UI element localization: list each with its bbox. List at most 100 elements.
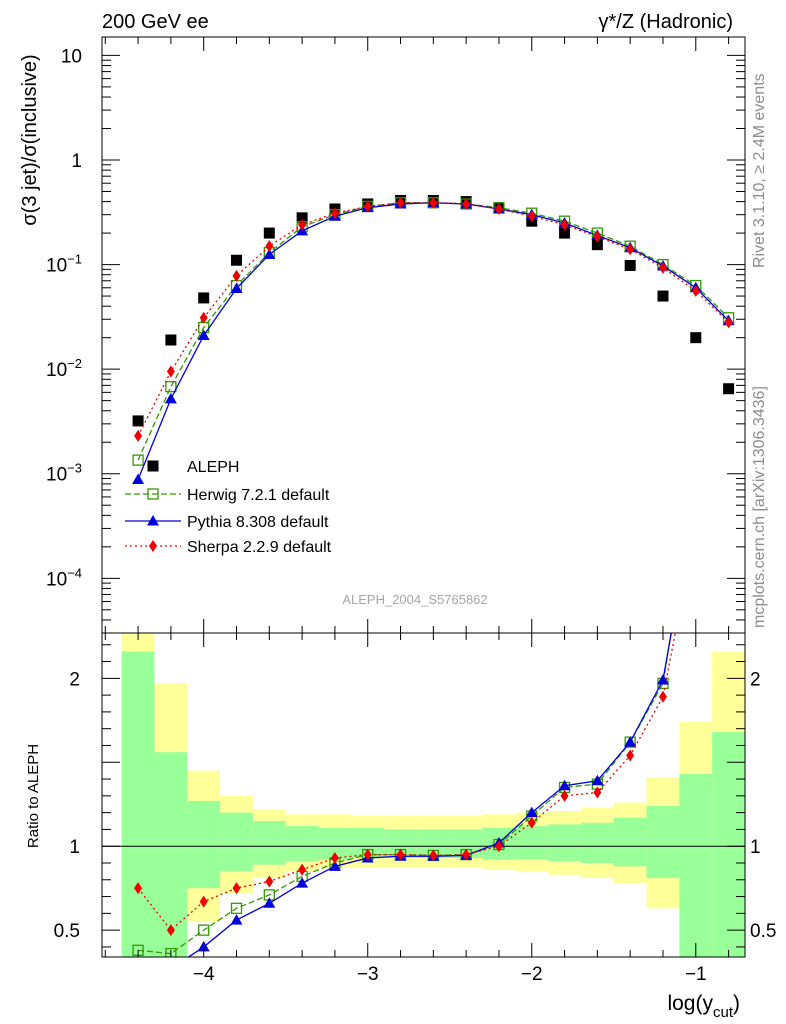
ratio-point: [296, 877, 309, 888]
x-axis-label: log(ycut): [667, 992, 740, 1021]
x-tick-label: −2: [521, 964, 543, 985]
band-green-bin: [285, 826, 319, 862]
data-point: [593, 230, 602, 243]
header-left-label: 200 GeV ee: [102, 11, 209, 33]
ratio-point: [527, 816, 536, 829]
ratio-point: [396, 848, 405, 861]
ratio-point: [166, 924, 175, 937]
ratio-point: [134, 882, 143, 895]
ratio-point: [591, 774, 604, 786]
ratio-y-tick-label-right: 0.5: [750, 921, 776, 942]
ratio-point: [462, 848, 471, 861]
y-tick-label: 10−1: [46, 252, 82, 277]
band-green-bin: [580, 822, 614, 863]
ratio-point: [330, 851, 339, 864]
ratio-point: [363, 848, 372, 861]
ratio-point: [558, 779, 571, 791]
legend-marker: [147, 488, 159, 500]
side-label-rivet: Rivet 3.1.10, ≥ 2.4M events: [751, 73, 768, 268]
main-y-axis-ticks: 10 1 10−1 10−2 10−3 10−4: [46, 46, 745, 634]
data-point: [134, 429, 143, 442]
legend: ALEPH Herwig 7.2.1 default Pythia 8.308 de…: [125, 459, 332, 556]
ratio-bands: [121, 633, 745, 957]
y-tick-label: 10−3: [46, 461, 82, 486]
main-y-axis-label: σ(3 jet)/σ(inclusive): [19, 54, 41, 225]
ratio-y-tick-label: 0.5: [54, 921, 80, 942]
data-point: [691, 284, 700, 297]
x-tick-label: −1: [685, 964, 707, 985]
data-point: [263, 227, 275, 239]
legend-label: Sherpa 2.2.9 default: [187, 539, 332, 556]
ratio-point: [328, 860, 341, 871]
band-green-bin: [220, 812, 253, 872]
ratio-y-tick-label-right: 1: [750, 837, 761, 858]
ratio-point: [429, 849, 438, 862]
data-point: [198, 292, 210, 304]
legend-label: Pythia 8.308 default: [187, 514, 329, 531]
band-green-bin: [613, 817, 647, 867]
series-sherpa-2-2-9-default: [134, 196, 733, 442]
ratio-point: [298, 863, 307, 876]
data-point: [263, 248, 276, 259]
band-green-bin: [515, 826, 549, 860]
y-tick-label: 10−2: [46, 356, 82, 381]
data-point: [724, 316, 733, 329]
data-point: [494, 202, 503, 215]
band-green-bin: [187, 800, 221, 889]
legend-item-sherpa-2-2-9-default: Sherpa 2.2.9 default: [125, 539, 332, 556]
ratio-point: [494, 840, 503, 853]
ratio-point: [265, 875, 274, 888]
band-green-bin: [121, 651, 155, 957]
data-point: [230, 282, 243, 294]
legend-label: Herwig 7.2.1 default: [187, 487, 330, 504]
ratio-point: [198, 924, 210, 936]
ratio-point: [725, 269, 733, 281]
ratio-y-tick-label-right: 2: [750, 669, 761, 690]
ratio-point: [525, 806, 538, 818]
y-tick-label: 1: [71, 151, 82, 172]
y-tick-label: 10: [61, 46, 82, 67]
data-point: [231, 254, 243, 266]
data-point: [232, 269, 241, 282]
legend-marker: [147, 515, 159, 526]
band-green-bin: [154, 752, 188, 957]
data-point: [560, 218, 569, 231]
series-line: [137, 202, 730, 461]
ratio-series-sherpa-2-2-9-default: [134, 269, 733, 937]
ratio-point: [199, 895, 208, 908]
data-point: [132, 415, 144, 427]
ratio-point: [692, 521, 700, 533]
series-aleph: [132, 194, 735, 427]
legend-item-herwig-7-2-1-default: Herwig 7.2.1 default: [125, 487, 330, 504]
series-line: [137, 202, 730, 437]
data-point: [657, 290, 669, 302]
ratio-point: [723, 236, 735, 247]
data-point: [165, 334, 177, 346]
ratio-point: [593, 786, 602, 799]
x-axis-ticks: −4 −3 −2 −1: [104, 37, 730, 985]
series-line: [137, 202, 730, 480]
side-label-mcplots: mcplots.cern.ch [arXiv:1306.3436]: [751, 386, 768, 628]
ratio-point: [165, 963, 177, 974]
data-point: [265, 240, 274, 253]
data-point: [462, 197, 471, 210]
ratio-point: [624, 736, 637, 747]
data-point: [559, 227, 571, 239]
data-point: [132, 454, 144, 466]
x-tick-label: −4: [193, 964, 215, 985]
data-point: [658, 261, 667, 274]
ratio-point: [658, 690, 667, 703]
data-point: [132, 473, 145, 485]
legend-marker: [149, 540, 157, 552]
data-point: [166, 365, 175, 378]
data-point: [298, 218, 307, 231]
ratio-point: [690, 488, 702, 499]
data-point: [429, 196, 438, 209]
ratio-frame: [101, 632, 746, 958]
series-herwig-7-2-1-default: [132, 197, 735, 466]
data-point: [197, 329, 210, 340]
data-point: [396, 196, 405, 209]
data-point: [199, 311, 208, 324]
ratio-y-tick-label: 2: [69, 669, 80, 690]
